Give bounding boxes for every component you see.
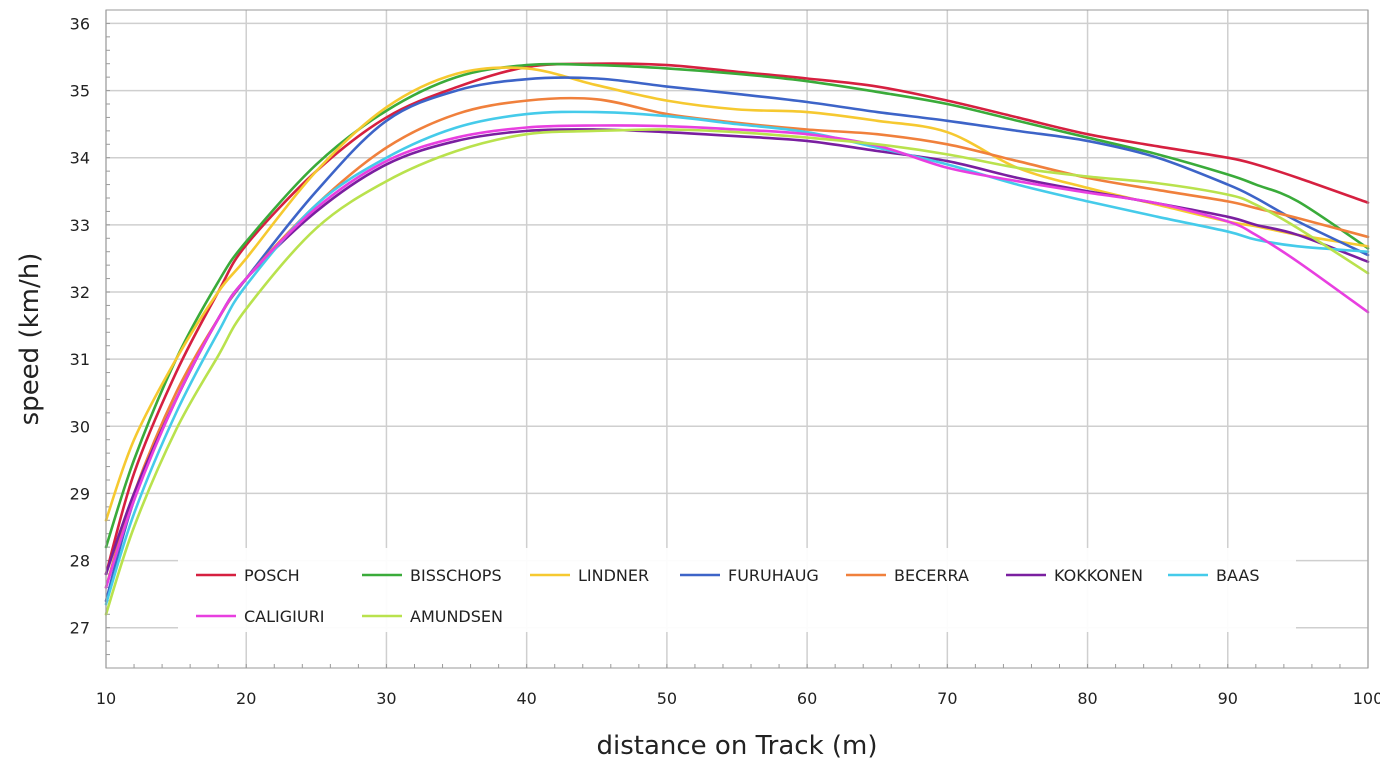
legend-background xyxy=(178,548,1296,632)
y-tick-label: 29 xyxy=(70,484,90,503)
y-tick-label: 27 xyxy=(70,619,90,638)
x-tick-label: 10 xyxy=(96,689,116,708)
plot-area-border xyxy=(105,9,1369,669)
x-tick-label: 70 xyxy=(937,689,957,708)
y-axis-title: speed (km/h) xyxy=(15,253,45,426)
legend-label-posch: POSCH xyxy=(244,566,300,585)
y-axis-ticks: 27 28 29 30 31 32 33 34 35 36 xyxy=(70,14,90,637)
x-axis-title: distance on Track (m) xyxy=(597,731,878,760)
series-line-caligiuri xyxy=(104,124,1370,589)
legend-label-bisschops: BISSCHOPS xyxy=(410,566,502,585)
x-tick-label: 40 xyxy=(516,689,536,708)
x-tick-label: 30 xyxy=(376,689,396,708)
legend-label-kokkonen: KOKKONEN xyxy=(1054,566,1143,585)
y-tick-label: 28 xyxy=(70,552,90,571)
y-tick-label: 35 xyxy=(70,82,90,101)
x-tick-label: 100 xyxy=(1353,689,1380,708)
x-tick-label: 50 xyxy=(657,689,677,708)
legend-label-baas: BAAS xyxy=(1216,566,1259,585)
series-line-lindner xyxy=(104,66,1370,522)
y-tick-label: 31 xyxy=(70,350,90,369)
series-lines xyxy=(104,62,1370,616)
minor-ticks xyxy=(105,9,1369,669)
legend-label-lindner: LINDNER xyxy=(578,566,649,585)
x-tick-label: 60 xyxy=(797,689,817,708)
series-line-amundsen xyxy=(104,128,1370,616)
x-tick-label: 20 xyxy=(236,689,256,708)
x-axis-ticks: 10 20 30 40 50 60 70 80 90 100 xyxy=(96,689,1380,708)
series-line-baas xyxy=(104,110,1370,606)
legend-label-caligiuri: CALIGIURI xyxy=(244,607,324,626)
y-tick-label: 34 xyxy=(70,149,90,168)
y-tick-label: 33 xyxy=(70,216,90,235)
series-line-bisschops xyxy=(104,62,1370,549)
x-tick-label: 80 xyxy=(1077,689,1097,708)
y-tick-label: 30 xyxy=(70,417,90,436)
legend-label-becerra: BECERRA xyxy=(894,566,969,585)
legend-label-amundsen: AMUNDSEN xyxy=(410,607,503,626)
x-tick-label: 90 xyxy=(1218,689,1238,708)
legend: POSCH BISSCHOPS LINDNER FURUHAUG BECERRA KOKK… xyxy=(178,548,1296,632)
y-tick-label: 36 xyxy=(70,14,90,33)
y-tick-label: 32 xyxy=(70,283,90,302)
legend-label-furuhaug: FURUHAUG xyxy=(728,566,819,585)
